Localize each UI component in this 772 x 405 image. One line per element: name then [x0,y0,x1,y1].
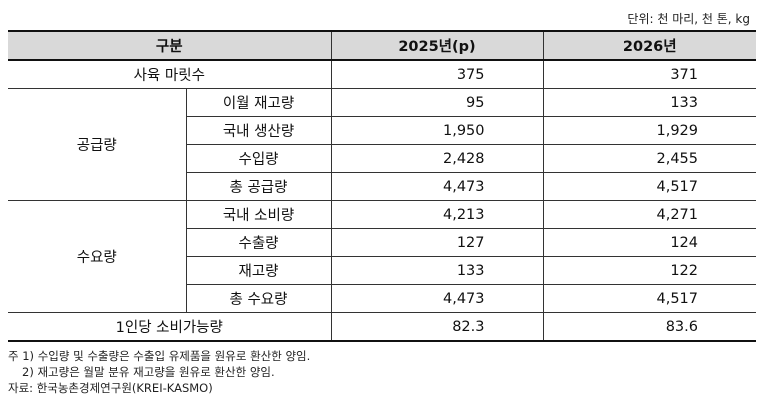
source-note: 자료: 한국농촌경제연구원(KREI-KASMO) [8,381,213,395]
footnote-1: 주 1) 수입량 및 수출량은 수출입 유제품을 원유로 환산한 양임. [8,349,311,363]
value-2025: 127 [330,228,544,257]
unit-label: 단위: 천 마리, 천 톤, kg [627,12,750,26]
value-2026: 2,455 [542,144,756,173]
table-row: 수요량 국내 소비량 4,213 4,271 [8,200,756,313]
group-label-demand: 수요량 [8,200,187,313]
value-2025: 375 [330,59,544,89]
row-label: 총 수요량 [186,284,332,313]
header-2025: 2025년(p) [330,30,544,61]
header-row: 구분 2025년(p) 2026년 [8,30,756,61]
value-2026: 371 [542,59,756,89]
value-2025: 4,213 [330,200,544,229]
footnotes: 주 1) 수입량 및 수출량은 수출입 유제품을 원유로 환산한 양임. 2) … [8,348,310,396]
value-2026: 124 [542,228,756,257]
value-2026: 1,929 [542,116,756,145]
value-2025: 82.3 [330,312,544,342]
value-2025: 2,428 [330,144,544,173]
row-label: 1인당 소비가능량 [8,312,332,342]
row-label: 국내 생산량 [186,116,332,145]
value-2025: 1,950 [330,116,544,145]
table-row: 수출량 127 124 [8,228,756,257]
header-category: 구분 [8,30,332,61]
table-row: 수입량 2,428 2,455 [8,144,756,173]
table-row: 국내 생산량 1,950 1,929 [8,116,756,145]
value-2026: 122 [542,256,756,285]
value-2026: 133 [542,88,756,117]
value-2026: 83.6 [542,312,756,342]
footnote-2: 2) 재고량은 월말 분유 재고량을 원유로 환산한 양임. [22,365,275,379]
group-label-supply: 공급량 [8,88,187,201]
value-2026: 4,517 [542,284,756,313]
table-row: 총 수요량 4,473 4,517 [8,284,756,313]
value-2025: 133 [330,256,544,285]
value-2025: 4,473 [330,172,544,201]
value-2026: 4,517 [542,172,756,201]
table-row: 1인당 소비가능량 82.3 83.6 [8,312,756,342]
row-label: 재고량 [186,256,332,285]
row-label: 총 공급량 [186,172,332,201]
row-label: 수출량 [186,228,332,257]
row-label: 사육 마릿수 [8,59,332,89]
value-2025: 95 [330,88,544,117]
row-label: 국내 소비량 [185,200,332,229]
row-label: 수입량 [186,144,332,173]
value-2025: 4,473 [330,284,544,313]
row-label: 이월 재고량 [185,88,332,117]
value-2026: 4,271 [542,200,756,229]
header-2026: 2026년 [542,30,756,61]
supply-demand-table: 구분 2025년(p) 2026년 사육 마릿수 375 371 공급량 이월 … [8,30,756,342]
table-row: 공급량 이월 재고량 95 133 [8,88,756,201]
table-row: 사육 마릿수 375 371 [8,59,756,89]
